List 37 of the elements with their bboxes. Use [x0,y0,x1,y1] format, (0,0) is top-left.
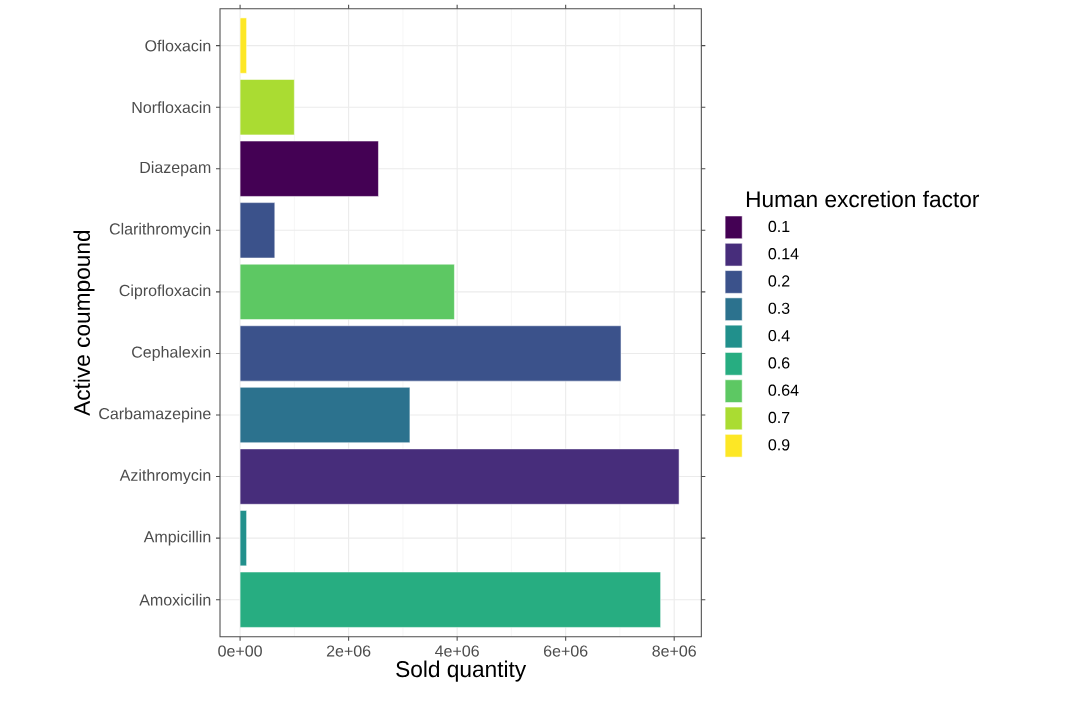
legend-label: 0.6 [768,357,790,369]
y-tick-label: Amoxicilin [139,593,211,606]
y-tick-label: Azithromycin [119,469,211,485]
legend-label: 0.1 [768,220,790,233]
bar [239,510,247,567]
legend-label: 0.2 [768,275,790,287]
legend-label: 0.3 [768,302,790,314]
legend-label: 0.14 [768,248,799,260]
legend-label: 0.64 [768,384,799,396]
legend-label: 0.9 [768,439,790,451]
bar [239,79,295,136]
legend-label: 0.7 [768,411,790,424]
x-axis-title: Sold quantity [396,660,527,682]
y-tick-label: Cephalexin [132,346,211,361]
y-tick-label: Clarithromycin [109,222,211,238]
x-tick-label: 6e+06 [544,645,588,657]
legend-title: Human excretion factor [746,190,980,208]
bar [239,140,379,197]
x-tick-label: 0e+00 [218,645,262,657]
bar [239,17,247,74]
bar [239,387,411,443]
y-tick-label: Ampicillin [143,530,211,546]
y-axis-title: Active coumpound [73,230,95,416]
y-tick-label: Norfloxacin [132,101,211,114]
bar [239,202,276,259]
y-tick-label: Carbamazepine [99,407,211,423]
bar [239,448,680,505]
bar [239,571,661,628]
x-tick-label: 8e+06 [652,645,696,657]
legend-label: 0.4 [768,329,790,342]
bar [239,325,622,382]
y-tick-label: Ciprofloxacin [119,284,211,300]
y-tick-label: Ofloxacin [145,39,211,52]
bar [239,263,455,320]
x-tick-label: 4e+06 [435,645,479,657]
x-tick-label: 2e+06 [326,645,371,657]
y-tick-label: Diazepam [140,161,211,177]
